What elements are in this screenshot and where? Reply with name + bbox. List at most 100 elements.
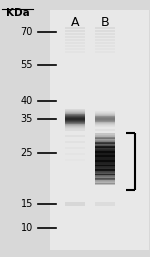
Bar (95, 203, 115, 206)
Bar (95, 164, 115, 166)
Bar (65, 159, 85, 161)
Bar (95, 150, 115, 152)
Bar (95, 159, 115, 161)
Bar (95, 158, 115, 159)
Bar (65, 112, 85, 113)
Bar (65, 108, 85, 109)
Bar (95, 123, 115, 124)
Bar (65, 115, 85, 116)
Bar (65, 116, 85, 117)
Bar (95, 113, 115, 114)
Bar (65, 121, 85, 122)
Bar (65, 27, 85, 29)
Bar (65, 153, 85, 155)
Bar (65, 110, 85, 111)
Bar (95, 154, 115, 155)
Bar (95, 36, 115, 38)
Bar (95, 121, 115, 122)
Bar (95, 51, 115, 53)
Bar (95, 145, 115, 146)
Bar (95, 168, 115, 170)
Bar (95, 160, 115, 162)
Bar (95, 134, 115, 136)
Bar (95, 169, 115, 171)
Bar (95, 117, 115, 118)
Bar (65, 45, 85, 47)
Bar (65, 109, 85, 110)
Text: 15: 15 (21, 199, 33, 209)
Text: 40: 40 (21, 96, 33, 106)
Bar (95, 129, 115, 131)
Bar (95, 133, 115, 135)
Bar (95, 156, 115, 158)
Bar (95, 149, 115, 150)
Bar (95, 120, 115, 121)
Bar (65, 120, 85, 121)
Bar (65, 147, 85, 149)
Bar (95, 174, 115, 176)
Bar (65, 51, 85, 53)
Bar (95, 136, 115, 137)
Bar (95, 143, 115, 145)
Bar (65, 36, 85, 38)
Text: 35: 35 (21, 114, 33, 124)
Text: KDa: KDa (6, 8, 30, 18)
Bar (95, 173, 115, 175)
Bar (95, 45, 115, 47)
Bar (95, 182, 115, 184)
Bar (95, 163, 115, 164)
Bar (95, 116, 115, 117)
Bar (95, 183, 115, 185)
Bar (65, 135, 85, 137)
Bar (95, 172, 115, 173)
Bar (95, 122, 115, 123)
Bar (95, 118, 115, 119)
Bar (65, 113, 85, 114)
Bar (95, 114, 115, 115)
Bar (65, 203, 85, 206)
Bar (95, 176, 115, 177)
Bar (65, 39, 85, 41)
Bar (95, 152, 115, 154)
Bar (95, 140, 115, 141)
Bar (95, 179, 115, 181)
Bar (65, 129, 85, 131)
Bar (95, 178, 115, 180)
Bar (65, 117, 85, 118)
Bar (95, 48, 115, 50)
Text: 70: 70 (21, 27, 33, 37)
Bar (95, 151, 115, 153)
Text: 25: 25 (21, 148, 33, 158)
Bar (65, 122, 85, 123)
Bar (95, 159, 115, 161)
Bar (65, 42, 85, 44)
Bar (95, 165, 115, 167)
Bar (95, 181, 115, 182)
Bar (95, 146, 115, 148)
Bar (95, 155, 115, 157)
Bar (65, 127, 85, 128)
Bar (65, 114, 85, 115)
Bar (95, 141, 115, 143)
Bar (65, 141, 85, 143)
Bar (65, 124, 85, 125)
Bar (95, 147, 115, 149)
Bar (95, 138, 115, 140)
Bar (95, 161, 115, 163)
Bar (65, 123, 85, 124)
Bar (65, 48, 85, 50)
Bar (95, 170, 115, 172)
Text: 10: 10 (21, 223, 33, 233)
Bar (95, 153, 115, 155)
Bar (95, 137, 115, 139)
Bar (95, 119, 115, 120)
Bar (95, 115, 115, 116)
Bar (95, 141, 115, 143)
Bar (65, 125, 85, 126)
Text: 55: 55 (21, 60, 33, 70)
Bar (95, 112, 115, 113)
Bar (95, 167, 115, 168)
Bar (95, 124, 115, 125)
Bar (95, 27, 115, 29)
Bar (65, 111, 85, 112)
